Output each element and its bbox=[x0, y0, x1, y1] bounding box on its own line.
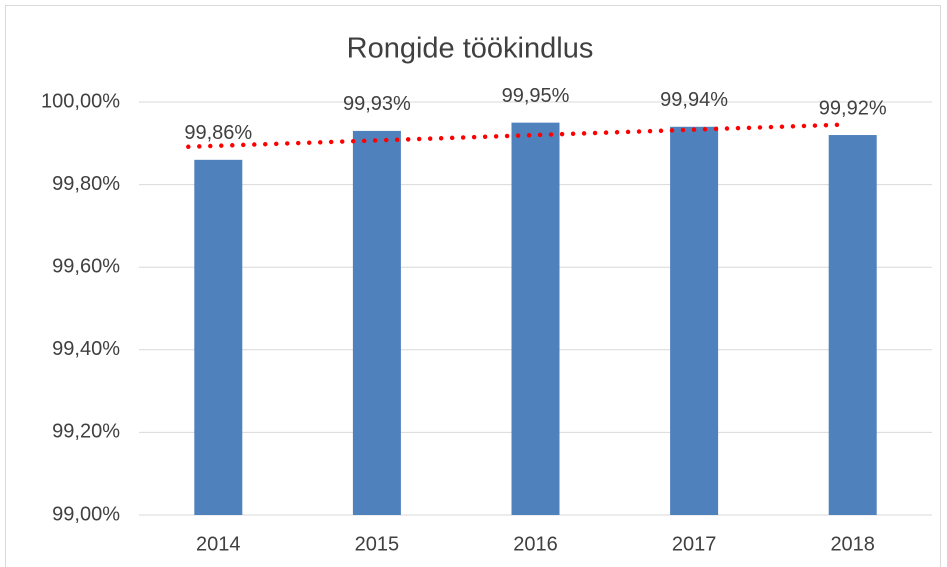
x-tick-label: 2014 bbox=[196, 533, 241, 555]
data-label: 99,94% bbox=[660, 89, 728, 111]
bar bbox=[828, 135, 877, 516]
chart-title: Rongide töökindlus bbox=[347, 33, 594, 65]
x-tick-label: 2015 bbox=[355, 533, 400, 555]
x-tick-label: 2018 bbox=[830, 533, 875, 555]
y-tick-label: 99,40% bbox=[52, 338, 120, 360]
data-label: 99,92% bbox=[819, 97, 887, 119]
y-tick-label: 99,60% bbox=[52, 255, 120, 277]
y-tick-label: 99,80% bbox=[52, 173, 120, 195]
data-label: 99,95% bbox=[502, 85, 570, 107]
x-tick-label: 2017 bbox=[672, 533, 717, 555]
bar bbox=[352, 130, 401, 515]
data-label: 99,86% bbox=[184, 122, 252, 144]
data-label: 99,93% bbox=[343, 93, 411, 115]
x-tick-label: 2016 bbox=[513, 533, 558, 555]
trendline bbox=[186, 122, 845, 150]
bar bbox=[194, 159, 243, 515]
y-tick-label: 99,20% bbox=[52, 421, 120, 443]
y-tick-label: 100,00% bbox=[41, 90, 120, 112]
y-tick-label: 99,00% bbox=[52, 503, 120, 525]
chart-border bbox=[5, 5, 941, 567]
bar bbox=[670, 126, 719, 515]
bar bbox=[511, 122, 560, 516]
